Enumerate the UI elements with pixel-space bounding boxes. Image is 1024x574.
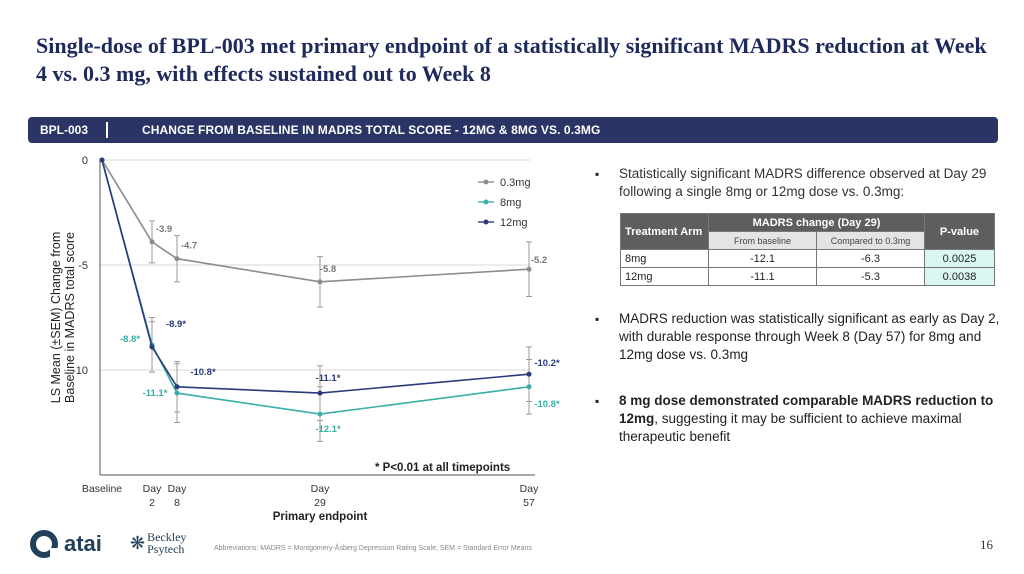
bullet-3-bold: 8 mg dose demonstrated comparable MADRS …: [619, 393, 994, 426]
x-tick-label: 29: [314, 497, 326, 509]
data-point: [526, 384, 532, 390]
x-tick-label: Day: [520, 483, 539, 495]
legend-label: 8mg: [500, 197, 521, 209]
table-header-pvalue: P-value: [924, 213, 995, 250]
bullet-3-rest: , suggesting it may be sufficient to ach…: [619, 411, 962, 444]
table-cell-pvalue: 0.0038: [924, 267, 995, 286]
beckley-psytech-logo: ❋ Beckley Psytech: [130, 531, 186, 555]
bullet-2-text: MADRS reduction was statistically signif…: [595, 310, 1005, 364]
y-tick-label: -5: [78, 260, 88, 272]
data-point: [149, 239, 155, 245]
data-label: -8.9*: [166, 319, 186, 330]
y-axis-label: LS Mean (±SEM) Change fromBaseline in MA…: [49, 232, 77, 404]
data-point: [317, 390, 323, 396]
y-tick-label: 0: [82, 155, 88, 167]
x-axis-label: Primary endpoint: [273, 511, 368, 523]
table-cell-from-baseline: -12.1: [708, 249, 817, 268]
atai-logo-text: atai: [64, 531, 102, 556]
y-tick-label: -10: [72, 365, 88, 377]
table-cell-from-baseline: -11.1: [708, 267, 817, 286]
series-line-0.3mg: [101, 159, 530, 283]
table-cell-pvalue: 0.0025: [924, 249, 995, 268]
legend-label: 12mg: [500, 217, 528, 229]
table-row: 12mg -11.1 -5.3 0.0038: [620, 267, 995, 286]
atai-logo: atai: [30, 530, 102, 558]
data-point: [317, 279, 323, 285]
data-label: -8.8*: [120, 334, 140, 345]
abbreviations-footnote: Abbreviations: MADRS = Montgomery-Åsberg…: [214, 545, 532, 552]
data-label: -11.1*: [316, 373, 341, 384]
banner-divider: [106, 122, 108, 138]
table-row: 8mg -12.1 -6.3 0.0025: [620, 249, 995, 268]
data-point: [526, 266, 532, 272]
data-label: -10.2*: [534, 358, 560, 369]
series-line-12mg: [101, 159, 530, 394]
table-cell-compared: -6.3: [816, 249, 925, 268]
data-label: -4.7: [181, 241, 197, 252]
madrs-table: Treatment Arm MADRS change (Day 29) P-va…: [620, 213, 995, 286]
data-label: -11.1*: [143, 388, 168, 399]
bullet-1-text: Statistically significant MADRS differen…: [595, 165, 1005, 201]
banner-description: CHANGE FROM BASELINE IN MADRS TOTAL SCOR…: [142, 123, 601, 137]
data-point: [317, 411, 323, 417]
significance-annotation: * P<0.01 at all timepoints: [375, 462, 510, 474]
beckley-logo-text: Beckley Psytech: [147, 530, 187, 556]
data-point: [174, 390, 180, 396]
bullet-1: Statistically significant MADRS differen…: [595, 165, 1005, 201]
table-cell-arm: 12mg: [620, 267, 709, 286]
x-tick-label: Day: [168, 483, 187, 495]
data-label: -3.9: [156, 224, 172, 235]
legend-marker: [483, 179, 489, 185]
slide-title: Single-dose of BPL-003 met primary endpo…: [36, 33, 987, 86]
bullet-3-text: 8 mg dose demonstrated comparable MADRS …: [595, 392, 1005, 446]
atai-logo-icon: [30, 530, 58, 558]
legend-label: 0.3mg: [500, 177, 531, 189]
bullet-2: MADRS reduction was statistically signif…: [595, 310, 1005, 364]
data-point: [149, 344, 155, 350]
legend-marker: [483, 219, 489, 225]
data-point: [526, 371, 532, 377]
table-header-from-baseline: From baseline: [708, 231, 817, 250]
data-label: -10.8*: [190, 367, 216, 378]
legend-marker: [483, 199, 489, 205]
x-tick-label: 8: [174, 497, 180, 509]
data-label: -12.1*: [315, 424, 341, 435]
data-label: -10.8*: [534, 399, 560, 410]
data-label: -5.2: [531, 255, 547, 266]
banner-drug-name: BPL-003: [40, 123, 89, 137]
data-point: [99, 157, 105, 163]
data-point: [174, 256, 180, 262]
section-banner: BPL-003 CHANGE FROM BASELINE IN MADRS TO…: [28, 117, 998, 143]
table-header-compared: Compared to 0.3mg: [816, 231, 925, 250]
x-tick-label: Day: [311, 483, 330, 495]
x-tick-label: 57: [523, 497, 535, 509]
table-header-arm: Treatment Arm: [620, 213, 709, 250]
x-tick-label: 2: [149, 497, 155, 509]
page-number: 16: [980, 537, 993, 552]
beckley-star-icon: ❋: [130, 532, 146, 553]
x-tick-label: Day: [143, 483, 162, 495]
data-label: -5.8: [320, 264, 336, 275]
table-header-change: MADRS change (Day 29): [708, 213, 925, 232]
data-point: [174, 384, 180, 390]
x-tick-label: Baseline: [82, 483, 122, 495]
table-cell-compared: -5.3: [816, 267, 925, 286]
table-cell-arm: 8mg: [620, 249, 709, 268]
bullet-3: 8 mg dose demonstrated comparable MADRS …: [595, 392, 1005, 446]
